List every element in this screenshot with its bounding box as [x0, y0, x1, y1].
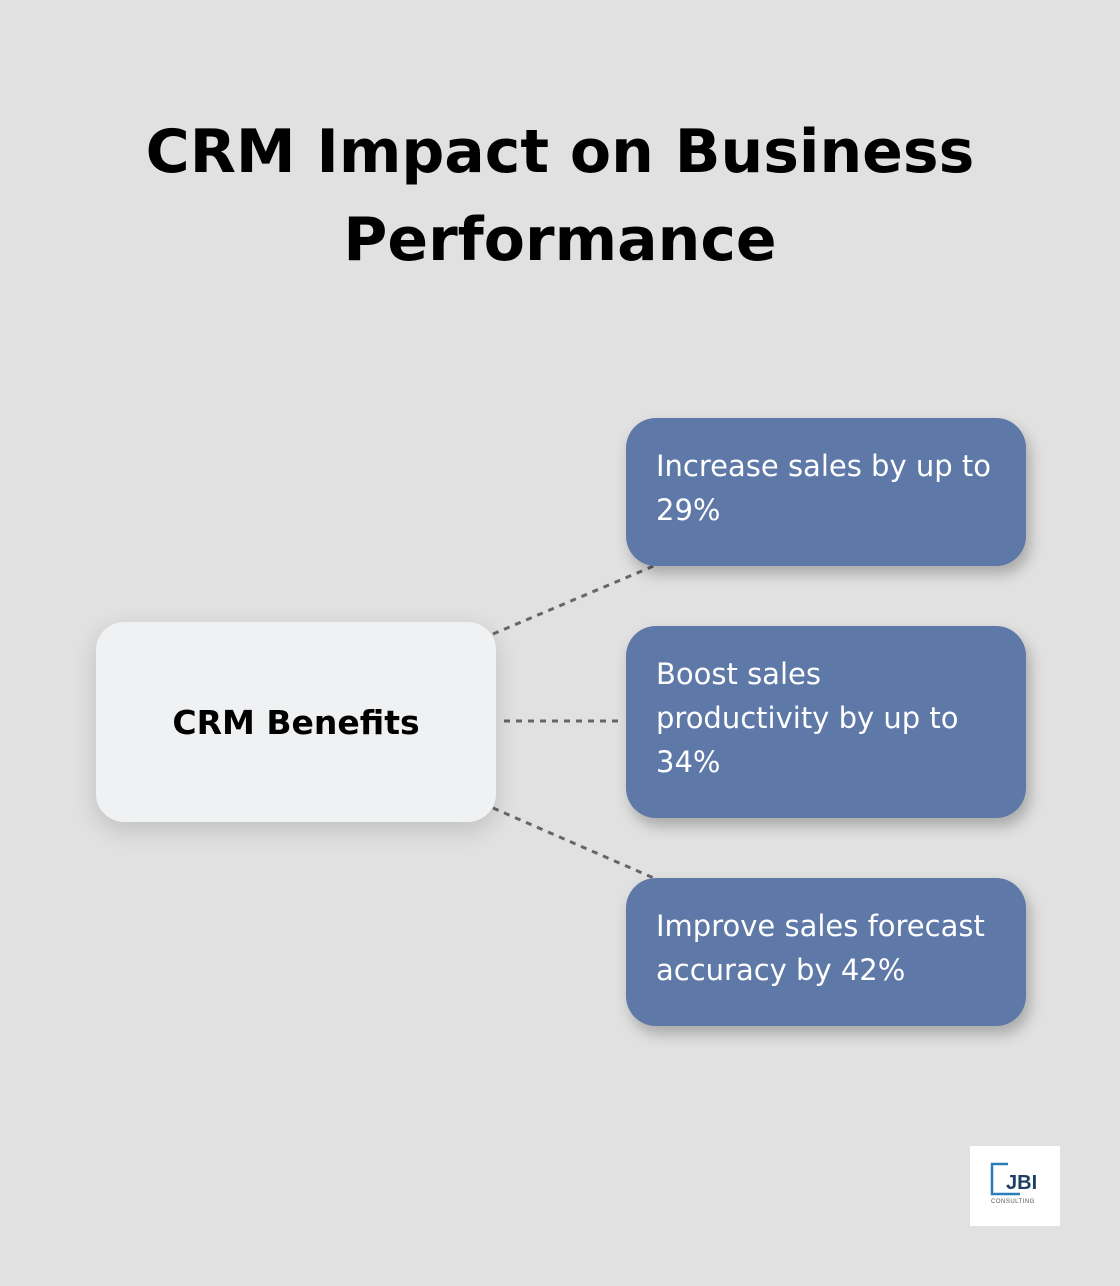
center-label: CRM Benefits — [172, 702, 420, 742]
svg-text:JBI: JBI — [1006, 1172, 1037, 1194]
center-node: CRM Benefits — [96, 622, 496, 822]
page-title: CRM Impact on Business Performance — [145, 117, 975, 275]
svg-text:CONSULTING: CONSULTING — [991, 1199, 1035, 1205]
connector-1 — [492, 563, 657, 636]
benefit-node: Boost sales productivity by up to 34% — [626, 626, 1026, 818]
jbi-consulting-logo: JBI CONSULTING — [970, 1146, 1060, 1226]
connector-3 — [492, 806, 657, 881]
benefit-node: Increase sales by up to 29% — [626, 418, 1026, 566]
benefit-node: Improve sales forecast accuracy by 42% — [626, 878, 1026, 1026]
